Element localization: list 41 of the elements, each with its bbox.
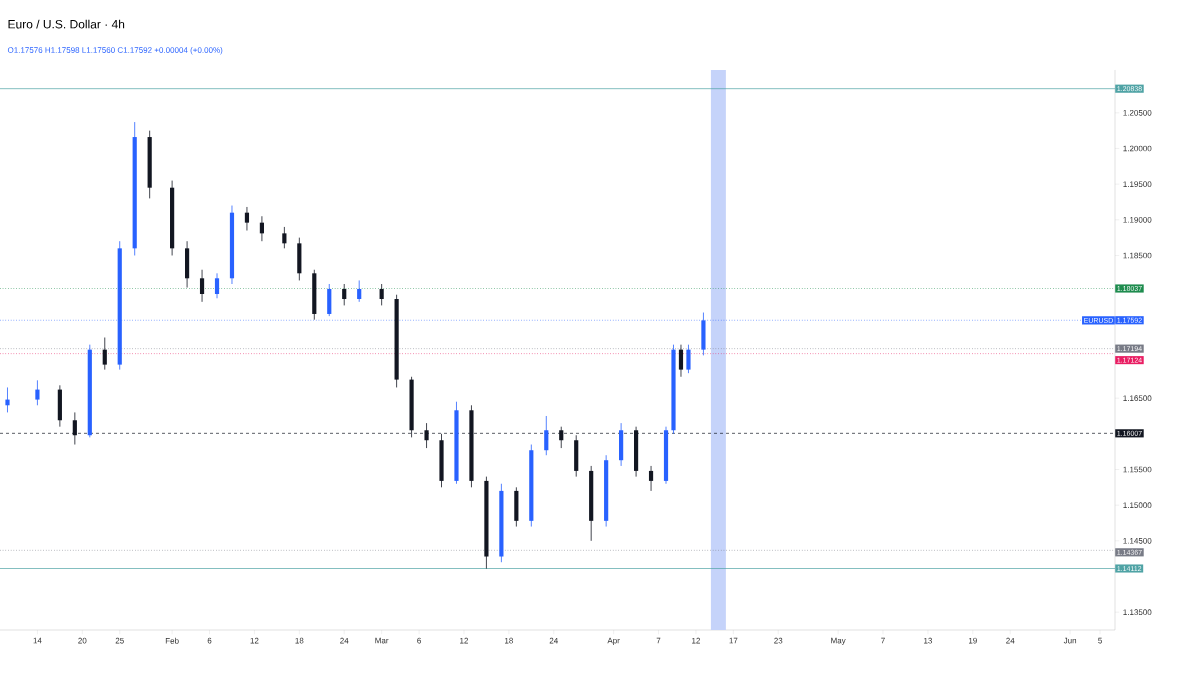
x-tick-label: 6	[207, 637, 212, 644]
x-tick-label: 25	[115, 637, 124, 644]
x-tick-label: 18	[295, 637, 304, 644]
x-tick-label: 14	[33, 637, 42, 644]
x-tick-label: 12	[692, 637, 700, 644]
x-tick-label: 17	[729, 637, 738, 644]
x-tick-label: 12	[460, 637, 469, 644]
x-tick-label: May	[831, 637, 846, 645]
y-tick-label: 1.13500	[1123, 609, 1152, 615]
x-tick-label: 12	[250, 637, 259, 644]
x-tick-label: 5	[1098, 637, 1102, 644]
y-tick-label: 1.15000	[1123, 502, 1152, 508]
y-tick-label: 1.19000	[1123, 216, 1152, 223]
x-tick-label: 7	[881, 637, 885, 644]
x-tick-label: 19	[968, 637, 977, 644]
x-tick-label: Feb	[165, 637, 179, 644]
chart-title: Euro / U.S. Dollar · 4h	[8, 19, 125, 29]
x-tick-label: 20	[78, 637, 87, 644]
candlestick	[484, 476, 489, 570]
y-tick-label: 1.20000	[1123, 145, 1152, 152]
x-tick-label: 6	[417, 637, 421, 644]
x-tick-label: 7	[656, 637, 661, 644]
y-tick-label: 1.20500	[1123, 109, 1152, 116]
y-tick-label: 1.14500	[1123, 538, 1152, 544]
x-tick-label: 23	[774, 637, 783, 644]
chart-subtitle: O1.17576 H1.17598 L1.17560 C1.17592 +0.00004 (+0.00%)	[7, 47, 223, 55]
x-tick-label: 24	[340, 637, 349, 644]
candlestick	[671, 344, 676, 435]
x-tick-label: Mar	[375, 637, 389, 644]
x-tick-label: 18	[505, 637, 513, 644]
candlestick	[35, 379, 40, 406]
candlestick	[686, 344, 691, 374]
x-tick-label: 13	[924, 637, 933, 644]
y-tick-label: 1.18500	[1123, 252, 1152, 259]
x-tick-label: 24	[549, 637, 558, 644]
x-tick-label: Jun	[1063, 637, 1077, 644]
x-tick-label: 24	[1006, 637, 1015, 644]
y-tick-label: 1.16500	[1123, 395, 1152, 401]
x-tick-label: Apr	[607, 637, 620, 645]
y-tick-label: 1.15500	[1123, 466, 1152, 473]
y-tick-label: 1.19500	[1123, 181, 1152, 187]
